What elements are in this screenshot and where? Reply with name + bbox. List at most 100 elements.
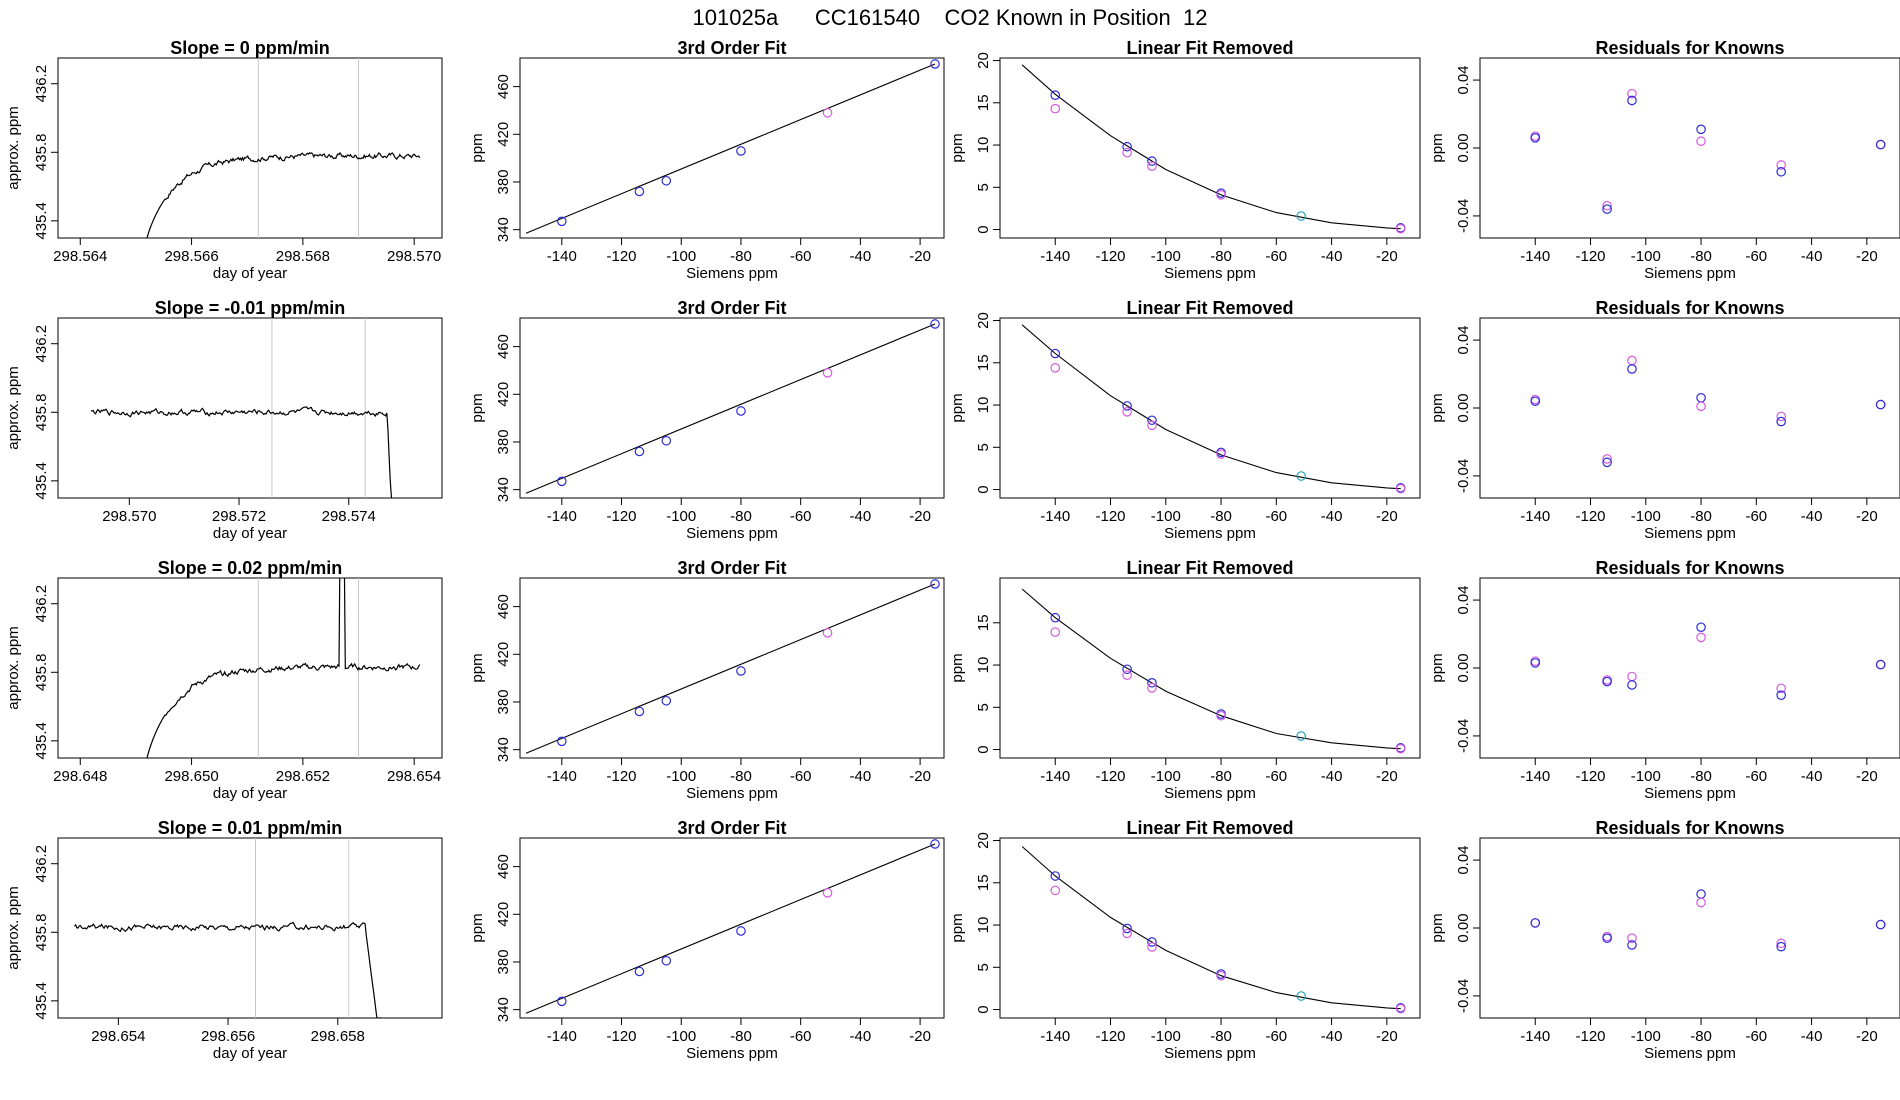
data-point (1627, 671, 1637, 682)
data-point (736, 406, 746, 416)
x-tick-label: -60 (790, 248, 812, 265)
x-tick-label: -60 (790, 768, 812, 785)
x-tick-label: -100 (1151, 1028, 1181, 1045)
data-point (736, 146, 746, 156)
x-tick-label: 298.574 (322, 508, 376, 525)
x-tick-label: -100 (1631, 508, 1661, 525)
data-point (1696, 622, 1706, 633)
x-tick-label: -140 (1520, 768, 1550, 785)
data-point (1602, 200, 1612, 211)
data-point (1776, 683, 1786, 694)
x-tick-label: -120 (1096, 508, 1126, 525)
x-tick-label: -40 (1321, 248, 1343, 265)
y-tick-label: 0 (975, 1005, 992, 1013)
x-tick-label: 298.572 (212, 508, 266, 525)
plot-frame (999, 57, 1421, 239)
x-tick-label: -120 (607, 1028, 637, 1045)
x-tick-label: 298.654 (387, 768, 441, 785)
data-point (1147, 677, 1157, 688)
y-tick-label: 20 (975, 52, 992, 69)
y-tick-label: 460 (495, 334, 512, 359)
fit-curve (525, 843, 936, 1014)
x-tick-label: -20 (1856, 248, 1878, 265)
panel-r0-c2: Linear Fit Removed -140 -120 -100 -80 -60 -40 -… (949, 38, 1421, 282)
x-tick-label: 298.568 (276, 248, 330, 265)
data-point (1530, 396, 1541, 407)
data-point (1050, 627, 1061, 637)
panel-r0-c0: Slope = 0 ppm/min 298.564 298.566 298.568 29… (5, 38, 443, 282)
plot-frame (57, 317, 443, 499)
x-tick-label: -120 (1096, 248, 1126, 265)
x-tick-label: -140 (547, 248, 577, 265)
plot-frame (519, 57, 945, 239)
plot-frame (519, 837, 945, 1019)
x-tick-label: -120 (1576, 248, 1606, 265)
x-tick-label: -100 (666, 1028, 696, 1045)
x-tick-label: -40 (850, 768, 872, 785)
x-tick-label: -60 (1745, 1028, 1767, 1045)
y-axis-label: ppm (1429, 913, 1446, 942)
data-point (1122, 147, 1132, 158)
x-tick-label: -40 (1321, 508, 1343, 525)
y-axis-label: ppm (949, 913, 966, 942)
y-tick-label: 20 (975, 312, 992, 329)
x-tick-label: -140 (1520, 248, 1550, 265)
x-tick-label: 298.654 (91, 1028, 145, 1045)
x-tick-label: -20 (1856, 508, 1878, 525)
y-tick-label: 0.04 (1455, 845, 1472, 874)
y-axis-label: approx. ppm (5, 106, 22, 189)
x-axis-label: day of year (213, 265, 287, 282)
data-point (1050, 871, 1061, 881)
y-tick-label: 420 (495, 382, 512, 407)
panel-r0-c3: Residuals for Knowns -140 -120 -100 -80 -60 -4… (1429, 38, 1900, 282)
data-point (1050, 103, 1061, 114)
y-tick-label: 10 (975, 917, 992, 934)
y-tick-label: 0 (975, 745, 992, 753)
data-point (1050, 363, 1061, 373)
x-tick-label: -120 (607, 248, 637, 265)
data-point (1627, 95, 1637, 106)
data-point (1696, 889, 1706, 899)
y-tick-label: 435.4 (33, 202, 50, 240)
x-tick-label: -40 (1321, 768, 1343, 785)
x-tick-label: -80 (1210, 248, 1232, 265)
x-axis-label: Siemens ppm (1164, 1045, 1256, 1062)
ppm-trace-line (90, 406, 393, 498)
data-point (1696, 393, 1706, 403)
x-tick-label: -60 (790, 508, 812, 525)
figure-title: 101025a CC161540 CO2 Known in Position 1… (693, 5, 1208, 30)
x-tick-label: -100 (1631, 248, 1661, 265)
y-axis-label: ppm (469, 133, 486, 162)
x-tick-label: -20 (1856, 768, 1878, 785)
data-point (1627, 355, 1637, 366)
x-tick-label: -20 (1376, 768, 1398, 785)
data-point (736, 926, 746, 936)
panel-title: 3rd Order Fit (677, 298, 786, 318)
plot-area (525, 63, 936, 234)
y-axis-label: approx. ppm (5, 626, 22, 709)
x-tick-label: -80 (1690, 768, 1712, 785)
data-point (1050, 348, 1061, 359)
data-point (1216, 710, 1226, 721)
data-point (822, 888, 833, 898)
y-tick-label: 436.2 (33, 65, 50, 103)
x-tick-label: -80 (1690, 248, 1712, 265)
y-tick-label: 15 (975, 874, 992, 891)
x-axis-label: Siemens ppm (1644, 785, 1736, 802)
data-point (1602, 204, 1612, 214)
data-point (1296, 211, 1306, 221)
panel-title: Residuals for Knowns (1595, 818, 1784, 838)
data-point (1296, 991, 1306, 1001)
y-tick-label: 460 (495, 854, 512, 879)
x-axis-label: Siemens ppm (1644, 1045, 1736, 1062)
x-tick-label: -100 (1631, 1028, 1661, 1045)
panel-r0-c1: 3rd Order Fit -140 -120 -100 -80 -60 -40 -20 Sie… (469, 38, 945, 282)
y-axis-label: ppm (1429, 393, 1446, 422)
x-axis-label: Siemens ppm (686, 1045, 778, 1062)
x-tick-label: -80 (730, 1028, 752, 1045)
x-tick-label: 298.658 (311, 1028, 365, 1045)
x-tick-label: -140 (547, 768, 577, 785)
x-tick-label: -100 (1631, 768, 1661, 785)
y-tick-label: 420 (495, 122, 512, 147)
